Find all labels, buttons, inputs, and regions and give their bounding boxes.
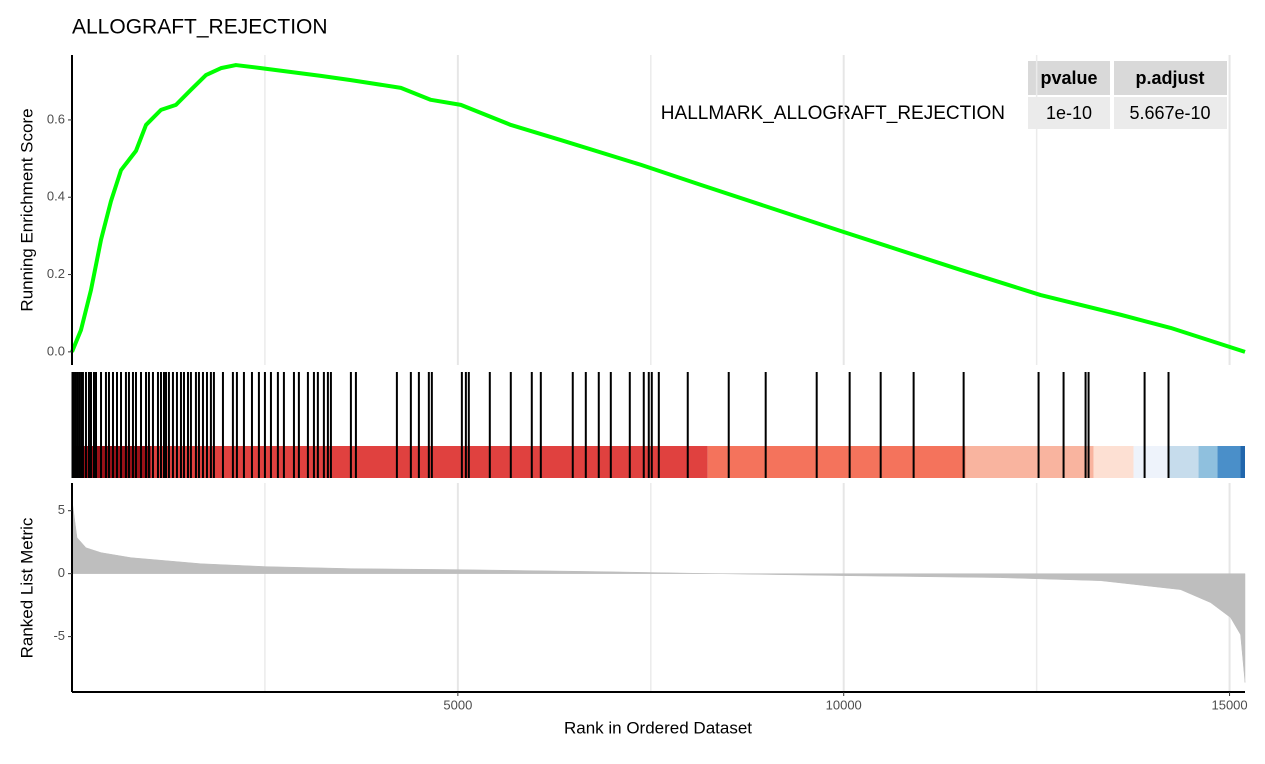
table-header: p.adjust [1135,68,1204,88]
enrichment-line [70,63,1246,354]
y2-tick-label: 0 [58,565,65,580]
annotation: HALLMARK_ALLOGRAFT_REJECTION [661,103,1005,124]
table-header-cell [1028,61,1110,95]
color-bar-segment [965,446,1094,478]
metric-area [71,499,1246,683]
table-header-cell [1114,61,1227,95]
color-bar-segment [1168,446,1199,478]
y-tick-label: 0.4 [47,189,65,204]
table-cell-text: 5.667e-10 [1129,103,1210,123]
y-tick-label: 0.6 [47,111,65,126]
y2-tick-label: 5 [58,502,65,517]
x-axis-label: Rank in Ordered Dataset [564,718,752,737]
x-tick-label: 15000 [1211,697,1247,712]
color-bar-segment [1198,446,1218,478]
color-bar-segment [1093,446,1134,478]
table-cell [1028,97,1110,129]
y-tick-label: 0.0 [47,343,65,358]
color-bar-segment [707,446,966,478]
color-bar-segment [1240,446,1245,478]
table-header: pvalue [1040,68,1097,88]
y-axis-label: Running Enrichment Score [17,108,36,311]
table-cell [1114,97,1227,129]
y2-tick-label: -5 [53,628,65,643]
chart-title: ALLOGRAFT_REJECTION [72,16,328,39]
table-cell-text: 1e-10 [1046,103,1092,123]
x-tick-label: 10000 [826,697,862,712]
y-tick-label: 0.2 [47,266,65,281]
color-bar-segment [1217,446,1241,478]
y2-axis-label: Ranked List Metric [17,517,36,658]
x-tick-label: 5000 [443,697,472,712]
color-bar-segment [1133,446,1169,478]
